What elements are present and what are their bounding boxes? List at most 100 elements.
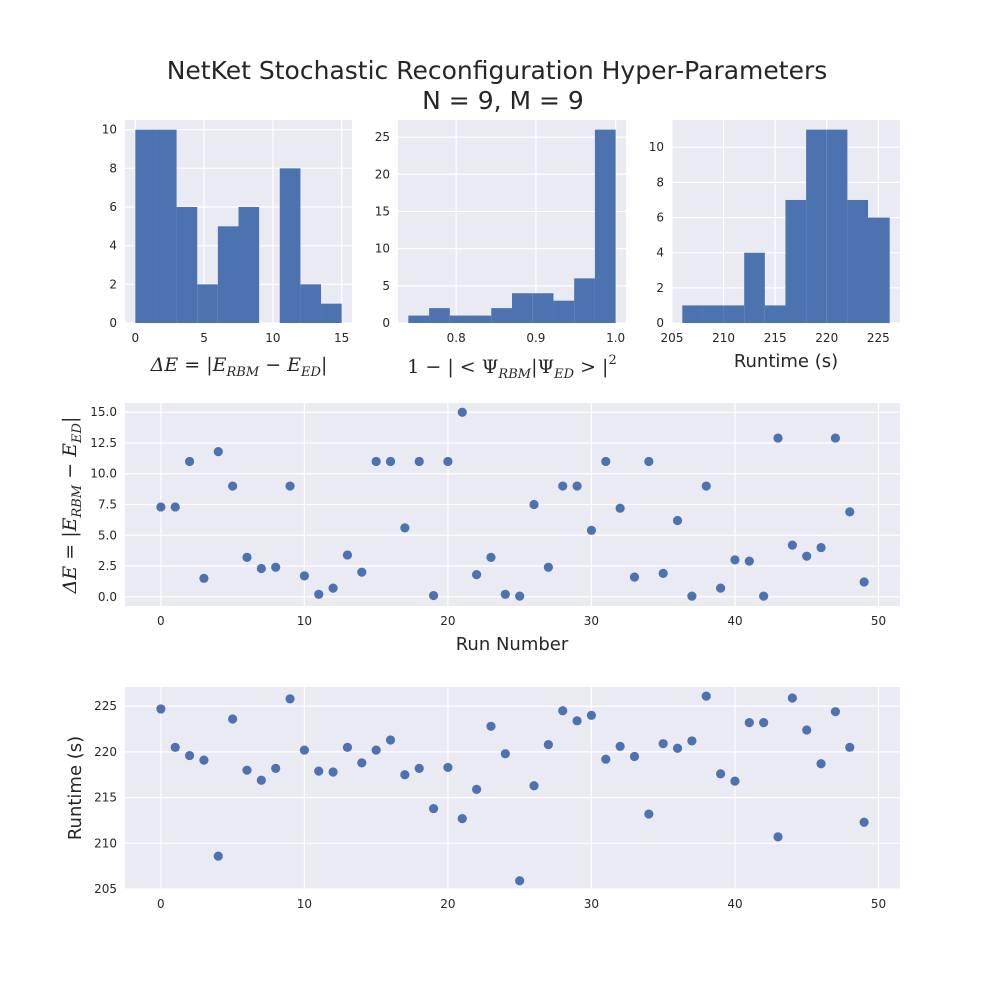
scatter-runtime-ylabel: Runtime (s) (65, 736, 86, 840)
scatter-runtime-ytick-3: 220 (94, 745, 117, 759)
scatter-energy-error-xtick-4: 40 (727, 614, 742, 628)
scatter-runtime-panel (125, 687, 900, 889)
hist-energy-error-bar-3 (197, 284, 218, 323)
hist-energy-error-bar-9 (321, 303, 342, 323)
scatter-energy-error-point-42 (759, 591, 769, 601)
scatter-energy-error-point-19 (428, 590, 439, 601)
hist-infidelity-bar-5 (512, 293, 533, 323)
hist-runtime-bars (682, 129, 890, 323)
scatter-energy-error-point-8 (271, 562, 281, 572)
scatter-runtime-points (156, 691, 869, 886)
scatter-runtime-point-33 (629, 751, 640, 762)
scatter-energy-error-point-34 (644, 456, 654, 467)
hist-infidelity-bars (408, 129, 616, 323)
scatter-energy-error-point-6 (242, 552, 252, 563)
scatter-energy-error-point-49 (859, 577, 869, 587)
hist-infidelity: 0.8 0.9 1.0 0 5 10 15 20 25 1 − | < ΨRBM|ΨED > |… (375, 120, 626, 382)
scatter-energy-error-point-21 (457, 407, 467, 417)
scatter-energy-error-point-20 (443, 456, 453, 467)
hist-infidelity-xtick-1: 0.9 (526, 331, 545, 345)
scatter-runtime-xtick-1: 10 (297, 897, 312, 911)
hist-infidelity-bar-7 (553, 300, 575, 323)
hist-infidelity-bar-3 (470, 315, 492, 323)
scatter-energy-error-point-18 (414, 456, 424, 467)
scatter-energy-error: 0 10 20 30 40 50 0.0 2.5 5.0 7.5 10.0 12.5 15.0 Run … (59, 403, 900, 655)
scatter-runtime-point-0 (156, 704, 166, 714)
scatter-energy-error-point-26 (529, 499, 539, 510)
scatter-energy-error-point-43 (773, 433, 783, 443)
scatter-energy-error-xtick-3: 30 (584, 614, 599, 628)
hist-infidelity-bar-0 (408, 315, 430, 323)
hist-runtime-ytick-5: 10 (649, 140, 664, 154)
scatter-energy-error-point-17 (400, 523, 410, 533)
hist-energy-error-bar-0 (135, 129, 156, 323)
scatter-runtime-point-35 (658, 739, 668, 749)
hist-runtime-bar-9 (868, 217, 890, 323)
hist-energy-error-bar-5 (238, 207, 260, 323)
hist-runtime-bar-6 (806, 129, 827, 323)
scatter-energy-error-point-45 (802, 551, 812, 561)
scatter-runtime-xtick-3: 30 (584, 897, 599, 911)
scatter-runtime-point-47 (830, 707, 841, 717)
scatter-runtime-point-38 (701, 691, 711, 701)
scatter-energy-error-point-2 (184, 456, 195, 467)
hist-energy-error-ytick-3: 6 (109, 200, 117, 214)
scatter-runtime-point-43 (773, 832, 783, 842)
hist-runtime-xtick-3: 220 (815, 331, 838, 345)
scatter-energy-error-point-13 (342, 550, 353, 560)
scatter-runtime: 0 10 20 30 40 50 205 210 215 220 225 Runtime (s) (65, 687, 900, 911)
hist-runtime-ytick-3: 6 (656, 211, 664, 225)
hist-runtime-ytick-4: 8 (656, 175, 664, 189)
hist-energy-error-ytick-2: 4 (109, 239, 117, 253)
hist-energy-error-xtick-0: 0 (131, 331, 139, 345)
scatter-runtime-point-5 (228, 714, 238, 724)
scatter-runtime-point-26 (529, 781, 539, 791)
hist-energy-error-bar-8 (300, 284, 322, 323)
scatter-runtime-point-4 (213, 851, 223, 861)
hist-infidelity-ytick-4: 20 (375, 167, 390, 181)
scatter-energy-error-point-31 (601, 456, 611, 467)
scatter-energy-error-point-7 (256, 563, 266, 574)
scatter-energy-error-point-40 (730, 555, 740, 565)
hist-energy-error-bars (135, 129, 342, 323)
hist-infidelity-xtick-2: 1.0 (606, 331, 625, 345)
hist-infidelity-ytick-3: 15 (375, 204, 390, 218)
hist-runtime-ytick-1: 2 (656, 281, 664, 295)
scatter-energy-error-point-30 (586, 525, 597, 535)
scatter-runtime-point-13 (342, 742, 353, 752)
hist-runtime-bar-2 (723, 305, 745, 323)
hist-infidelity-bar-4 (491, 308, 512, 323)
scatter-runtime-point-19 (428, 803, 439, 814)
scatter-energy-error-ytick-2: 5.0 (98, 528, 117, 542)
hist-infidelity-xtick-0: 0.8 (447, 331, 466, 345)
scatter-energy-error-point-0 (156, 502, 166, 512)
scatter-runtime-xtick-5: 50 (871, 897, 886, 911)
hist-infidelity-ytick-2: 10 (375, 242, 390, 256)
scatter-energy-error-point-3 (199, 573, 209, 583)
hist-energy-error-bar-1 (155, 129, 177, 323)
hist-runtime-xlabel: Runtime (s) (734, 351, 838, 372)
scatter-runtime-point-10 (299, 745, 309, 755)
scatter-runtime-point-24 (500, 749, 510, 759)
scatter-energy-error-point-5 (228, 481, 238, 491)
hist-energy-error-ytick-0: 0 (109, 316, 117, 330)
scatter-energy-error-point-27 (543, 562, 553, 572)
scatter-runtime-point-39 (716, 769, 726, 779)
scatter-runtime-point-27 (543, 739, 553, 750)
hist-energy-error-xlabel: ΔE = |ERBM − EED| (150, 354, 328, 380)
scatter-energy-error-point-37 (687, 591, 697, 601)
scatter-runtime-point-45 (802, 725, 812, 735)
scatter-energy-error-ticks: 0 10 20 30 40 50 0.0 2.5 5.0 7.5 10.0 12.5 15.0 (90, 405, 886, 628)
scatter-runtime-point-32 (615, 741, 625, 752)
hist-infidelity-ytick-0: 0 (382, 316, 390, 330)
scatter-energy-error-ytick-3: 7.5 (98, 498, 117, 512)
scatter-energy-error-point-48 (845, 507, 855, 517)
scatter-energy-error-point-23 (486, 552, 496, 563)
scatter-runtime-point-9 (285, 694, 295, 704)
hist-energy-error-xtick-1: 5 (200, 331, 208, 345)
hist-runtime-ytick-2: 4 (656, 246, 664, 260)
scatter-runtime-ticks: 0 10 20 30 40 50 205 210 215 220 225 (94, 699, 886, 911)
scatter-runtime-point-1 (170, 742, 180, 752)
scatter-runtime-point-22 (472, 784, 482, 794)
scatter-runtime-point-3 (199, 755, 209, 765)
